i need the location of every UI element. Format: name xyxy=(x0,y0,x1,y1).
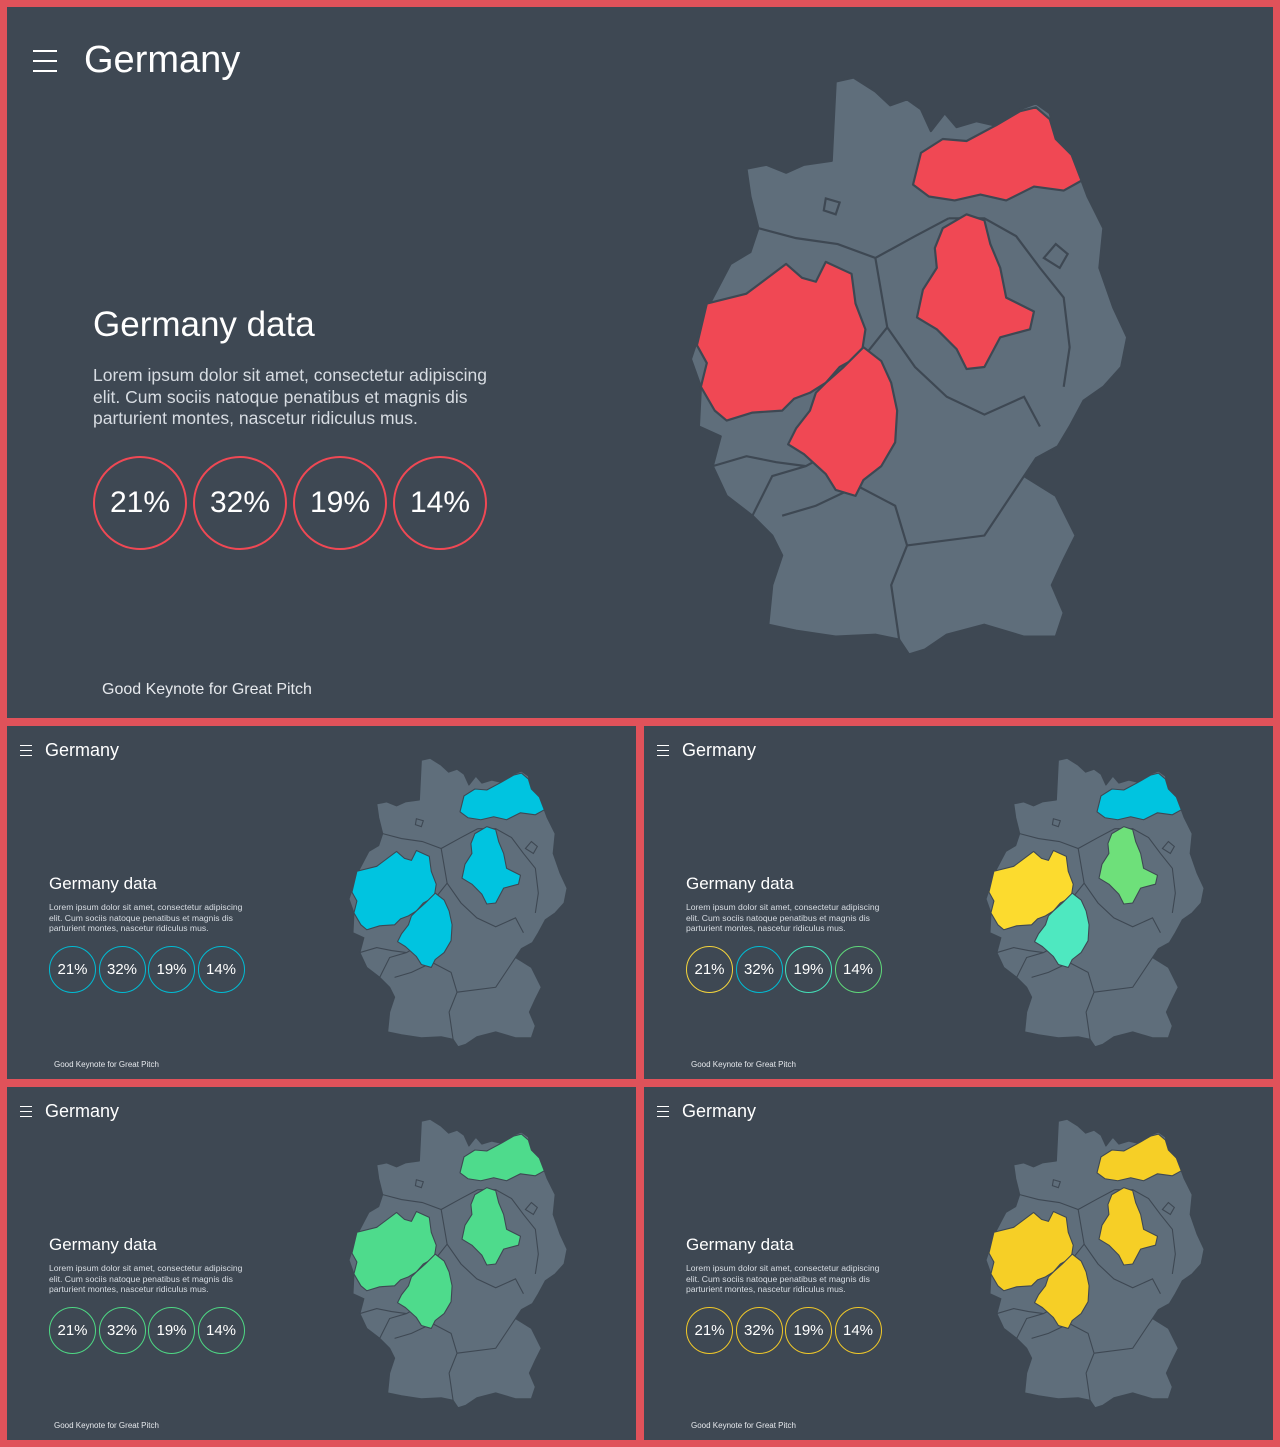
slide-footer: Good Keynote for Great Pitch xyxy=(54,1421,159,1430)
data-body: Lorem ipsum dolor sit amet, consectetur … xyxy=(49,1263,243,1295)
stat-circle: 21% xyxy=(49,945,96,993)
region-mecklenburg-vorpommern[interactable] xyxy=(1096,772,1182,821)
stat-circle: 19% xyxy=(293,455,387,550)
slide-footer: Good Keynote for Great Pitch xyxy=(54,1060,159,1069)
stats-row: 21% 32% 19% 14% xyxy=(93,455,493,550)
hamburger-menu-icon[interactable] xyxy=(657,1106,669,1117)
stat-circle: 19% xyxy=(148,945,195,993)
region-hessen[interactable] xyxy=(1034,1253,1090,1329)
region-hessen[interactable] xyxy=(1034,892,1090,968)
stats-row: 21% 32% 19% 14% xyxy=(49,945,249,993)
map-lake-outline xyxy=(1051,818,1176,855)
slide-header: Germany xyxy=(20,740,119,761)
region-mecklenburg-vorpommern[interactable] xyxy=(911,106,1083,202)
map-lake-outline xyxy=(822,197,1070,270)
region-hessen[interactable] xyxy=(787,346,899,497)
data-body: Lorem ipsum dolor sit amet, consectetur … xyxy=(686,902,880,934)
hamburger-menu-icon[interactable] xyxy=(33,49,57,72)
slide-thumbnail[interactable]: Germany Germany data Lorem ipsum dolor s… xyxy=(7,1087,636,1440)
region-mecklenburg-vorpommern[interactable] xyxy=(459,772,545,821)
stat-circle: 21% xyxy=(686,1306,733,1354)
stat-circle: 32% xyxy=(735,945,783,993)
region-hessen[interactable] xyxy=(397,892,453,968)
stat-circle: 14% xyxy=(834,945,882,993)
region-hessen[interactable] xyxy=(397,1253,453,1329)
region-nordrhein-westfalen[interactable] xyxy=(351,849,437,931)
stat-circle: 14% xyxy=(197,1306,245,1354)
stats-row: 21% 32% 19% 14% xyxy=(686,1306,886,1354)
slide-footer: Good Keynote for Great Pitch xyxy=(691,1060,796,1069)
region-mecklenburg-vorpommern[interactable] xyxy=(459,1133,545,1182)
data-body: Lorem ipsum dolor sit amet, consectetur … xyxy=(49,902,243,934)
region-nordrhein-westfalen[interactable] xyxy=(695,260,867,422)
stat-circle: 19% xyxy=(785,945,832,993)
map-lake-outline xyxy=(1051,1179,1176,1216)
germany-map xyxy=(348,757,568,1048)
map-lake-outline xyxy=(414,818,539,855)
slide-title: Germany xyxy=(84,39,241,81)
slide-title: Germany xyxy=(682,740,757,760)
stats-row: 21% 32% 19% 14% xyxy=(686,945,886,993)
stats-row: 21% 32% 19% 14% xyxy=(49,1306,249,1354)
slide-thumbnail[interactable]: Germany Germany data Lorem ipsum dolor s… xyxy=(644,1087,1273,1440)
data-body: Lorem ipsum dolor sit amet, consectetur … xyxy=(93,365,487,428)
slide-header: Germany xyxy=(33,39,240,82)
stat-circle: 32% xyxy=(98,1306,146,1354)
region-sachsen-anhalt[interactable] xyxy=(1098,1187,1159,1266)
region-sachsen-anhalt[interactable] xyxy=(1098,826,1159,905)
region-sachsen-anhalt[interactable] xyxy=(915,213,1036,371)
hamburger-menu-icon[interactable] xyxy=(657,745,669,756)
slide-main[interactable]: Germany Germany data Lorem ipsum dolor s… xyxy=(7,7,1273,718)
stat-circle: 32% xyxy=(735,1306,783,1354)
data-block: Germany data Lorem ipsum dolor sit amet,… xyxy=(49,874,249,993)
slide-title: Germany xyxy=(682,1101,757,1121)
slide-title: Germany xyxy=(45,740,120,760)
stat-circle: 21% xyxy=(686,945,733,993)
stat-circle: 21% xyxy=(93,455,187,550)
data-body: Lorem ipsum dolor sit amet, consectetur … xyxy=(686,1263,880,1295)
stat-circle: 19% xyxy=(785,1306,832,1354)
stat-circle: 14% xyxy=(197,945,245,993)
slide-header: Germany xyxy=(657,740,756,761)
germany-map xyxy=(348,1118,568,1409)
data-block: Germany data Lorem ipsum dolor sit amet,… xyxy=(686,874,886,993)
region-nordrhein-westfalen[interactable] xyxy=(988,849,1074,931)
hamburger-menu-icon[interactable] xyxy=(20,1106,32,1117)
stat-circle: 19% xyxy=(148,1306,195,1354)
data-heading: Germany data xyxy=(49,1235,157,1254)
hamburger-menu-icon[interactable] xyxy=(20,745,32,756)
data-heading: Germany data xyxy=(686,874,794,893)
data-block: Germany data Lorem ipsum dolor sit amet,… xyxy=(49,1235,249,1354)
slide-thumbnail[interactable]: Germany Germany data Lorem ipsum dolor s… xyxy=(644,726,1273,1079)
region-mecklenburg-vorpommern[interactable] xyxy=(1096,1133,1182,1182)
data-heading: Germany data xyxy=(686,1235,794,1254)
slide-title: Germany xyxy=(45,1101,120,1121)
stat-circle: 32% xyxy=(193,455,287,550)
region-nordrhein-westfalen[interactable] xyxy=(988,1210,1074,1292)
stat-circle: 32% xyxy=(98,945,146,993)
stat-circle: 21% xyxy=(49,1306,96,1354)
germany-map xyxy=(985,1118,1205,1409)
data-block: Germany data Lorem ipsum dolor sit amet,… xyxy=(686,1235,886,1354)
region-sachsen-anhalt[interactable] xyxy=(461,826,522,905)
data-heading: Germany data xyxy=(49,874,157,893)
germany-map xyxy=(985,757,1205,1048)
region-nordrhein-westfalen[interactable] xyxy=(351,1210,437,1292)
map-lake-outline xyxy=(414,1179,539,1216)
data-heading: Germany data xyxy=(93,305,315,344)
slide-footer: Good Keynote for Great Pitch xyxy=(691,1421,796,1430)
stat-circle: 14% xyxy=(393,455,487,550)
region-sachsen-anhalt[interactable] xyxy=(461,1187,522,1266)
data-block: Germany data Lorem ipsum dolor sit amet,… xyxy=(93,305,493,550)
slide-header: Germany xyxy=(20,1101,119,1122)
stat-circle: 14% xyxy=(834,1306,882,1354)
slide-thumbnail[interactable]: Germany Germany data Lorem ipsum dolor s… xyxy=(7,726,636,1079)
germany-map xyxy=(689,76,1129,656)
slide-footer: Good Keynote for Great Pitch xyxy=(102,681,312,698)
slide-header: Germany xyxy=(657,1101,756,1122)
